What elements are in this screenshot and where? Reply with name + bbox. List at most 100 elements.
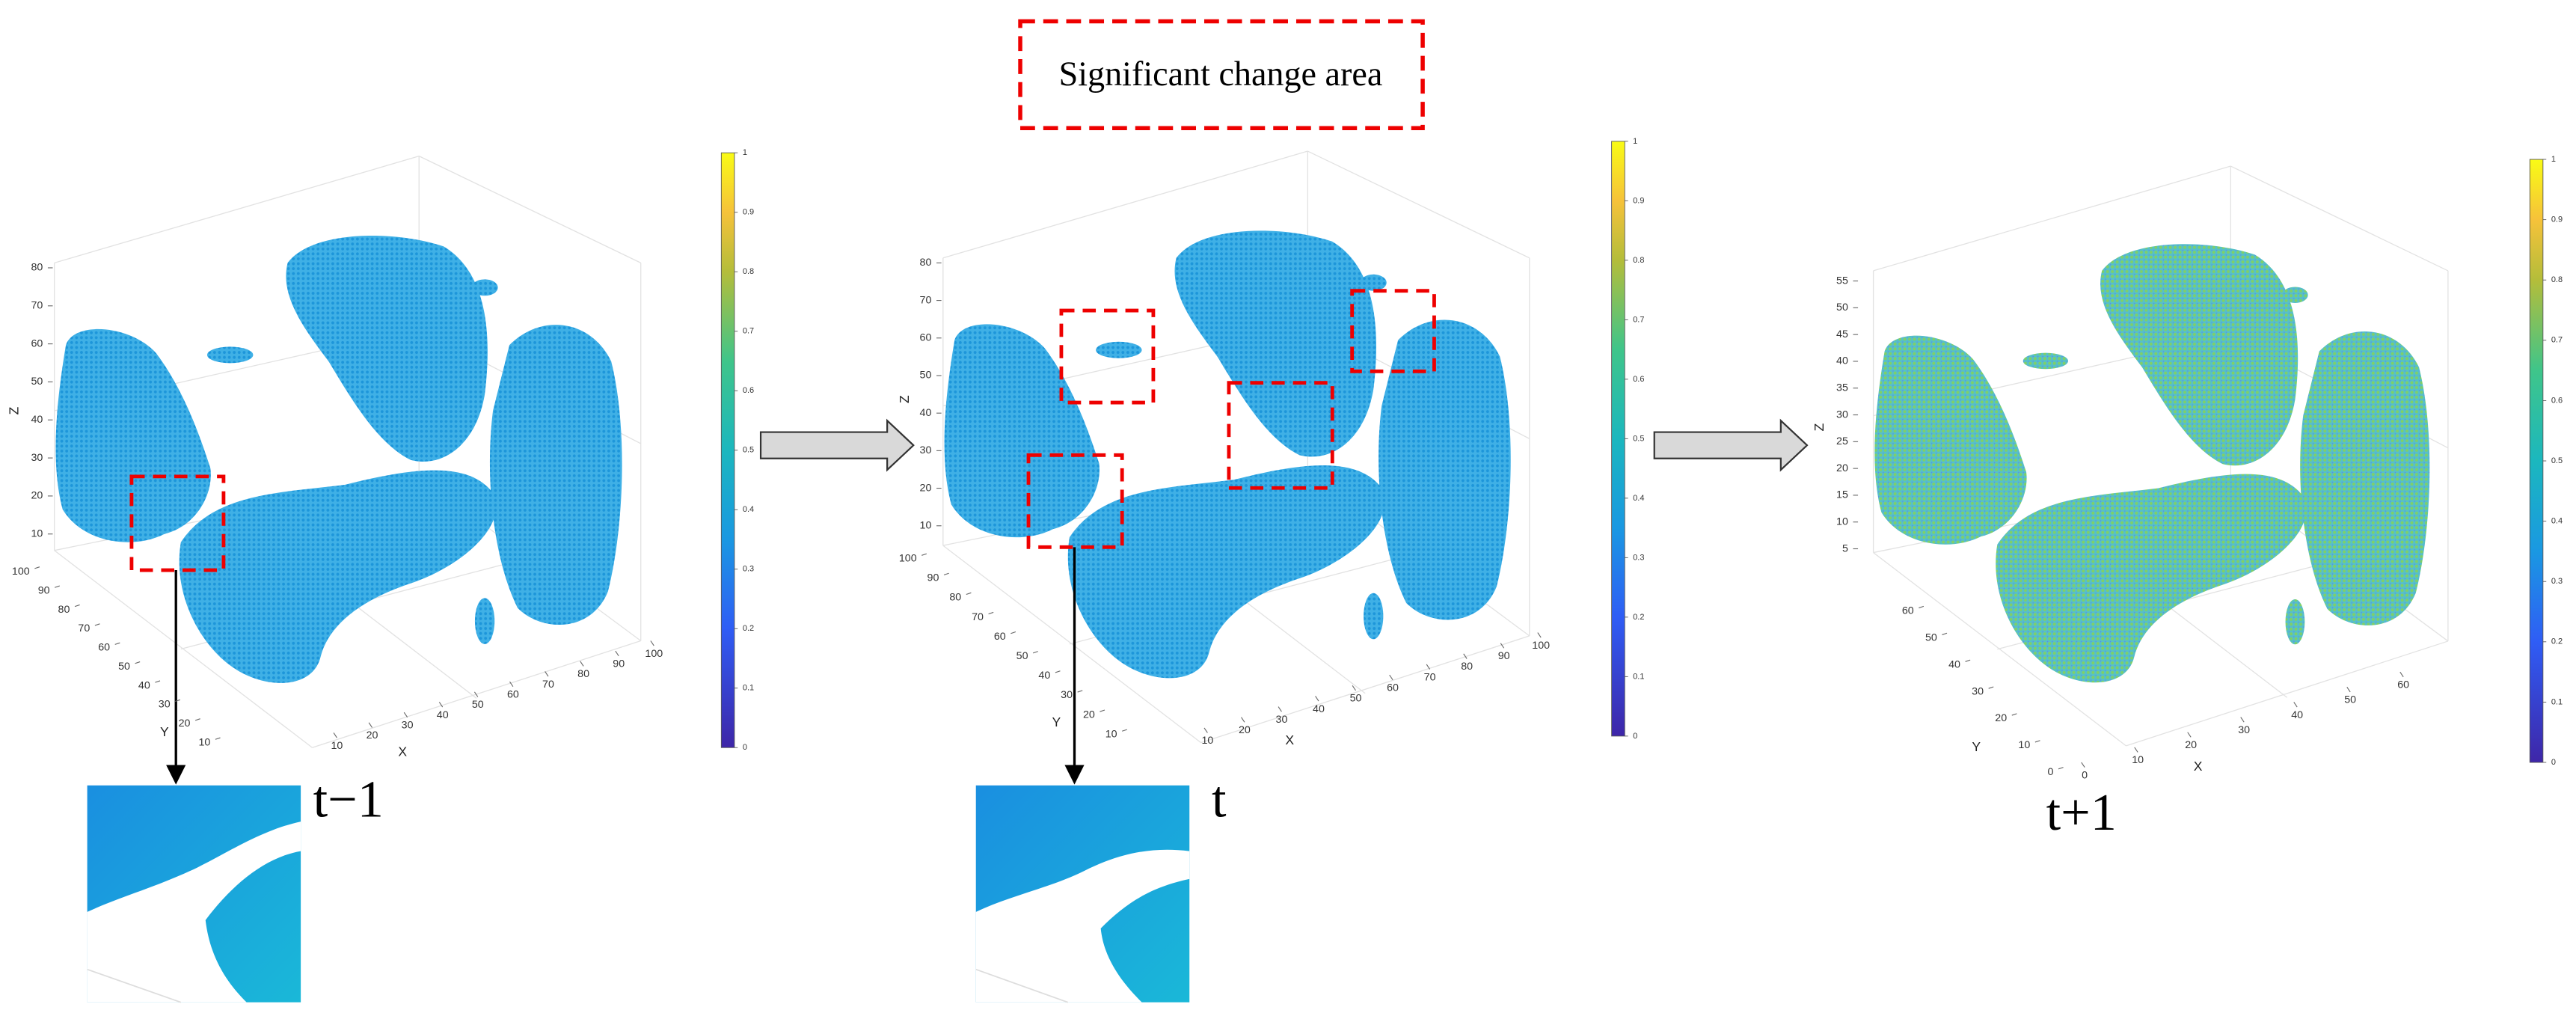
y-tick — [1077, 690, 1083, 693]
y-tick — [94, 623, 100, 626]
y-tick-label: 70 — [972, 611, 984, 623]
x-tick — [1315, 696, 1319, 702]
y-tick-label: 30 — [159, 699, 171, 711]
colorbar-tick-label: 0.5 — [2551, 456, 2563, 465]
z-tick-label: 70 — [920, 294, 932, 306]
axis-label-z: Z — [897, 395, 912, 403]
colorbar-tick-label: 0.2 — [743, 624, 754, 633]
x-tick-label: 90 — [1498, 650, 1510, 662]
colorbar-tick-label: 0.4 — [743, 505, 754, 514]
axis-label-x: X — [2194, 759, 2203, 774]
y-tick-label: 50 — [1925, 632, 1937, 644]
x-tick-label: 50 — [1350, 693, 1362, 705]
y-tick — [943, 572, 949, 575]
y-tick-label: 60 — [1902, 605, 1914, 617]
x-tick — [2081, 762, 2085, 768]
axis-label-x: X — [1285, 732, 1294, 747]
change-box — [129, 474, 226, 572]
z-tick-label: 50 — [920, 370, 932, 382]
z-tick-label: 40 — [31, 414, 43, 426]
z-tick-label: 35 — [1836, 382, 1848, 394]
colorbar-tick-label: 0.8 — [1633, 256, 1644, 265]
colorbar-tick-label: 0.9 — [1633, 196, 1644, 205]
colorbar-tick-label: 0.6 — [1633, 375, 1644, 384]
colorbar-tick-label: 0.7 — [2551, 336, 2563, 345]
x-tick-label: 70 — [542, 679, 554, 691]
y-tick — [114, 642, 120, 645]
z-tick-label: 50 — [1836, 302, 1848, 313]
y-tick-label: 50 — [1016, 650, 1028, 662]
y-tick — [1965, 659, 1971, 662]
y-tick — [966, 592, 972, 596]
change-boxes — [129, 289, 1436, 572]
y-tick-label: 10 — [1105, 728, 1117, 740]
colorbar-tick-label: 0.4 — [1633, 494, 1644, 503]
colorbar-tick-label: 0.6 — [2551, 396, 2563, 405]
x-tick-label: 20 — [1239, 724, 1251, 736]
y-tick-label: 80 — [949, 592, 961, 604]
inset — [87, 785, 301, 1003]
x-tick — [2346, 687, 2351, 693]
x-tick-label: 70 — [1424, 671, 1436, 683]
axis-label-z: Z — [1812, 423, 1827, 431]
y-tick — [2058, 767, 2064, 770]
z-tick-label: 20 — [920, 482, 932, 494]
y-tick-label: 30 — [1972, 685, 1984, 697]
x-tick — [368, 722, 372, 728]
z-tick-label: 50 — [31, 376, 43, 388]
x-tick — [509, 681, 514, 688]
y-tick — [988, 611, 994, 615]
z-tick-label: 10 — [31, 528, 43, 540]
colorbar — [2529, 159, 2544, 763]
axis-label-y: Y — [1052, 715, 1061, 729]
colorbar-tick-label: 0 — [743, 743, 747, 752]
z-tick-label: 30 — [31, 452, 43, 464]
colorbar-tick-label: 0.1 — [2551, 697, 2563, 706]
y-tick-label: 100 — [12, 566, 30, 578]
z-tick-label: 30 — [920, 444, 932, 456]
x-tick-label: 10 — [1201, 735, 1213, 747]
y-tick-label: 40 — [138, 679, 150, 691]
colorbar-tick-label: 0.9 — [743, 208, 754, 217]
x-tick-label: 30 — [2238, 724, 2250, 736]
x-tick-label: 20 — [2185, 739, 2197, 751]
y-tick — [1011, 631, 1016, 634]
colorbar-tick-label: 0.9 — [2551, 215, 2563, 224]
colorbar-tick-label: 0.5 — [1633, 434, 1644, 443]
colorbar-tick-label: 0.6 — [743, 386, 754, 395]
z-tick-label: 55 — [1836, 275, 1848, 287]
z-tick-label: 70 — [31, 300, 43, 312]
colorbar — [720, 152, 735, 748]
y-tick — [175, 699, 180, 703]
x-tick — [615, 650, 619, 657]
block-arrow — [1653, 418, 1809, 472]
x-tick-label: 90 — [613, 658, 625, 670]
axis-label-x: X — [398, 744, 407, 759]
colorbar-tick-label: 0.2 — [1633, 613, 1644, 622]
x-tick-label: 30 — [1276, 714, 1288, 726]
colorbar-tick-label: 1 — [1633, 137, 1637, 146]
x-tick — [403, 712, 408, 718]
y-tick-label: 0 — [2047, 766, 2053, 778]
y-tick — [2034, 740, 2040, 743]
change-box — [1026, 453, 1124, 549]
y-tick-label: 90 — [927, 572, 939, 584]
x-tick — [1426, 664, 1431, 670]
y-tick — [2011, 713, 2017, 716]
y-tick — [1942, 632, 1948, 635]
z-tick-label: 5 — [1842, 542, 1848, 554]
z-tick-label: 40 — [1836, 355, 1848, 367]
x-tick — [1352, 685, 1356, 691]
y-tick-label: 20 — [1083, 709, 1095, 720]
y-tick-label: 60 — [994, 631, 1006, 643]
z-tick-label: 60 — [920, 332, 932, 344]
x-tick — [1278, 706, 1282, 712]
x-tick — [1203, 727, 1208, 733]
x-tick — [650, 640, 654, 646]
y-tick-label: 50 — [118, 661, 130, 673]
colorbar-tick-label: 0.8 — [2551, 275, 2563, 284]
colorbar-tick-label: 0.5 — [743, 446, 754, 455]
colorbar-tick-label: 0 — [2551, 758, 2556, 767]
x-tick-label: 100 — [1532, 640, 1550, 652]
